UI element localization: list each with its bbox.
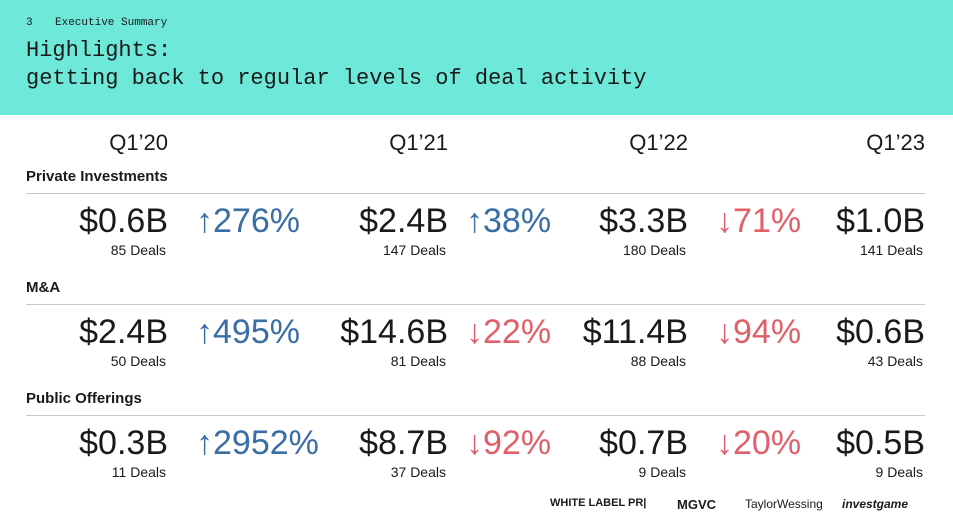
- deals: 81 Deals: [390, 353, 446, 369]
- value: $8.7B: [359, 424, 448, 462]
- footer-logo: MGVC: [677, 497, 716, 512]
- value: $0.5B: [836, 424, 925, 462]
- change: ↓22%: [466, 313, 552, 351]
- value: $0.6B: [836, 313, 925, 351]
- value: $14.6B: [340, 313, 448, 351]
- value: $1.0B: [836, 202, 925, 240]
- change: ↓94%: [716, 313, 802, 351]
- section-name: Executive Summary: [55, 17, 168, 29]
- value: $11.4B: [582, 313, 688, 351]
- footer-logo: investgame: [842, 497, 909, 511]
- value: $2.4B: [359, 202, 448, 240]
- value: $0.3B: [79, 424, 168, 462]
- change: ↑276%: [196, 202, 300, 240]
- deals: 85 Deals: [110, 242, 166, 258]
- group-label: Private Investments: [26, 168, 168, 185]
- period-label: Q1’23: [866, 130, 925, 155]
- page-number: 3: [26, 17, 33, 29]
- period-label: Q1’20: [109, 130, 168, 155]
- title-line: Highlights:: [26, 38, 172, 63]
- footer-logo: TaylorWessing: [745, 497, 823, 511]
- value: $3.3B: [599, 202, 688, 240]
- value: $0.7B: [599, 424, 688, 462]
- group-label: Public Offerings: [26, 390, 142, 407]
- divider: [26, 415, 925, 416]
- deals: 147 Deals: [382, 242, 446, 258]
- deals: 37 Deals: [390, 464, 446, 480]
- deals: 43 Deals: [867, 353, 923, 369]
- value: $0.6B: [79, 202, 168, 240]
- deals: 88 Deals: [630, 353, 686, 369]
- deals: 9 Deals: [875, 464, 923, 480]
- value: $2.4B: [79, 313, 168, 351]
- period-label: Q1’22: [629, 130, 688, 155]
- deals: 50 Deals: [110, 353, 166, 369]
- group-label: M&A: [26, 279, 61, 296]
- divider: [26, 193, 925, 194]
- footer-logo: WHITE LABEL PR|: [550, 497, 647, 509]
- title-line: getting back to regular levels of deal a…: [26, 66, 647, 91]
- period-label: Q1’21: [389, 130, 448, 155]
- deals: 180 Deals: [622, 242, 686, 258]
- change: ↑2952%: [196, 424, 319, 462]
- deals: 141 Deals: [859, 242, 923, 258]
- divider: [26, 304, 925, 305]
- deals: 9 Deals: [638, 464, 686, 480]
- change: ↑38%: [466, 202, 552, 240]
- change: ↓71%: [716, 202, 802, 240]
- change: ↑495%: [196, 313, 300, 351]
- change: ↓92%: [466, 424, 552, 462]
- header-band: 3 Executive Summary Highlights: getting …: [0, 0, 953, 115]
- deals: 11 Deals: [111, 464, 166, 480]
- change: ↓20%: [716, 424, 802, 462]
